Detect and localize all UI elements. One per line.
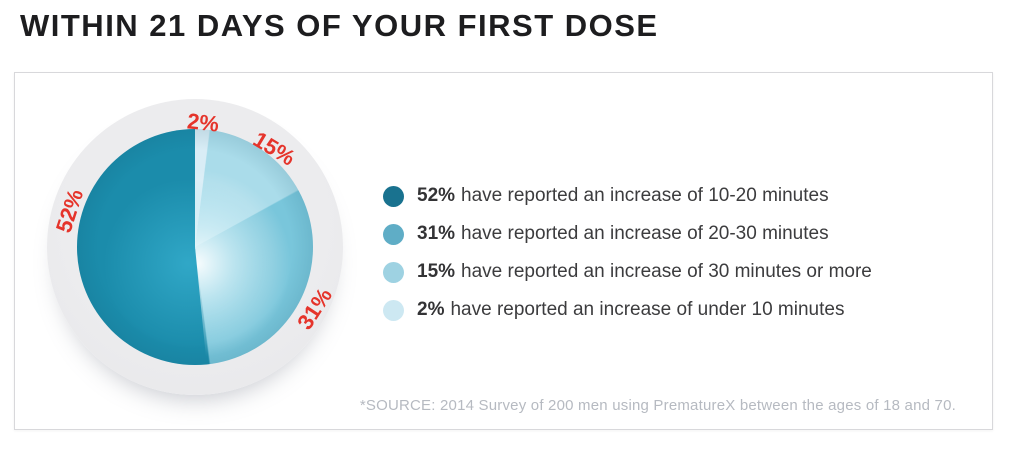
source-note: *SOURCE: 2014 Survey of 200 men using Pr…	[359, 397, 956, 414]
infographic-card: 2% 15% 52% 31% 52% have reported an incre…	[14, 72, 993, 430]
legend-text: 2% have reported an increase of under 10 …	[417, 299, 844, 321]
legend-label: have reported an increase of under 10 mi…	[450, 299, 845, 320]
legend-label: have reported an increase of 20-30 minut…	[461, 223, 829, 244]
legend-item-52pct: 52% have reported an increase of 10-20 mi…	[383, 184, 872, 208]
pie-callout-label-2pct: 2%	[185, 108, 221, 137]
pie-background-ring: 2% 15% 52% 31%	[47, 99, 343, 395]
legend-pct: 2%	[417, 299, 445, 320]
legend-item-31pct: 31% have reported an increase of 20-30 mi…	[383, 222, 872, 246]
legend-text: 31% have reported an increase of 20-30 mi…	[417, 223, 829, 245]
page-title: WITHIN 21 DAYS OF YOUR FIRST DOSE	[20, 8, 659, 43]
legend-dot-15pct-icon	[383, 261, 404, 283]
legend-text: 15% have reported an increase of 30 minut…	[417, 261, 872, 283]
legend-text: 52% have reported an increase of 10-20 mi…	[417, 185, 829, 207]
legend-pct: 31%	[417, 223, 456, 244]
legend-dot-2pct-icon	[383, 299, 404, 321]
legend-pct: 52%	[417, 185, 456, 206]
legend-pct: 15%	[417, 261, 456, 282]
legend-dot-31pct-icon	[383, 223, 404, 245]
legend-label: have reported an increase of 10-20 minut…	[461, 185, 829, 206]
legend-dot-52pct-icon	[383, 185, 404, 207]
legend: 52% have reported an increase of 10-20 mi…	[383, 184, 872, 322]
pie-chart	[77, 129, 313, 365]
legend-label: have reported an increase of 30 minutes …	[461, 261, 872, 282]
legend-item-2pct: 2% have reported an increase of under 10 …	[383, 298, 872, 322]
legend-item-15pct: 15% have reported an increase of 30 minut…	[383, 260, 872, 284]
